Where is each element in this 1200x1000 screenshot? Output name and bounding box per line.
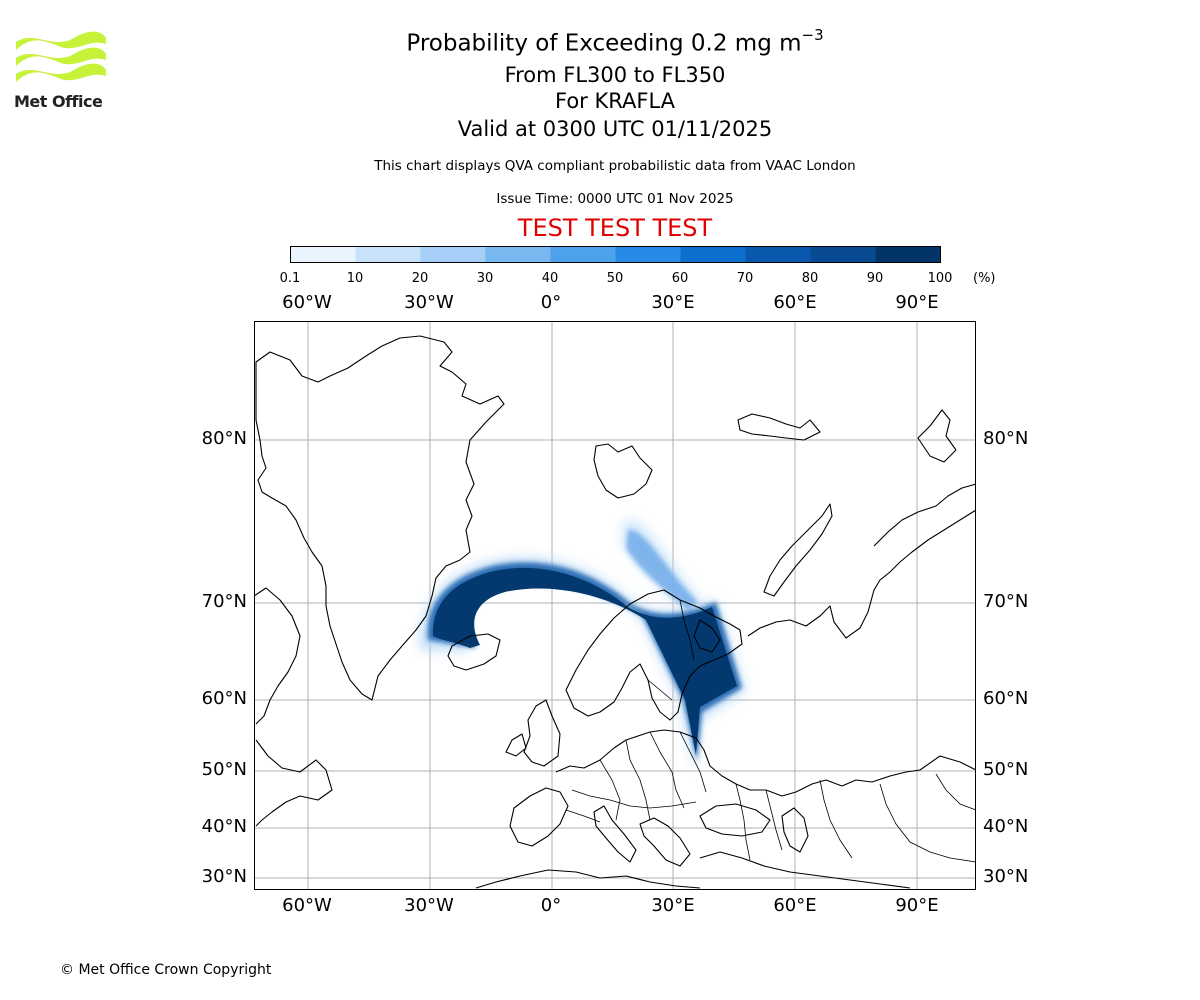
lon-label-bottom: 90°E [895,895,939,916]
lon-label-bottom: 30°W [404,895,454,916]
coast-balkans [639,817,691,867]
colorbar-segment [485,246,551,263]
map-frame [254,321,976,890]
lat-label-right: 50°N [983,759,1029,780]
issue-time: Issue Time: 0000 UTC 01 Nov 2025 [496,191,734,207]
coast-franz-josef [737,413,821,441]
lon-label-top: 90°E [895,292,939,313]
chart-title-text: Probability of Exceeding 0.2 mg m [406,30,802,57]
lat-label-right: 70°N [983,591,1029,612]
coast-novaya-zemlya [763,503,833,597]
colorbar-segment [745,246,811,263]
coast-severnaya [917,409,957,463]
logo-wave-2 [16,47,106,66]
coast-iberia [509,787,569,847]
lon-label-top: 60°E [773,292,817,313]
colorbar-tick-label: 50 [606,271,624,286]
colorbar-tick-label: 60 [671,271,689,286]
coast-white-sea [693,619,721,653]
colorbar-tick-label: 20 [411,271,429,286]
coast-svalbard [593,443,653,499]
coast-british-isles [505,699,561,767]
logo-wave-1 [16,31,106,50]
valid-time: Valid at 0300 UTC 01/11/2025 [457,117,773,141]
lon-label-bottom: 0° [540,895,562,916]
lat-label-left: 60°N [201,688,247,709]
lat-label-right: 30°N [983,866,1029,887]
coast-russia-arctic [747,509,976,639]
coast-taymyr [873,483,976,547]
ash-plume [419,519,745,770]
colorbar-segment [290,246,356,263]
coast-ellesmere [254,587,301,725]
coast-scandinavia [565,589,743,721]
lon-label-bottom: 60°E [773,895,817,916]
coast-europe [555,729,976,797]
colorbar-segment [420,246,486,263]
copyright-notice: © Met Office Crown Copyright [60,962,272,978]
lon-label-bottom: 60°W [282,895,332,916]
coastlines [254,335,976,889]
colorbar-tick-label: 90 [866,271,884,286]
chart-title: Probability of Exceeding 0.2 mg m−3 [0,26,1200,57]
coast-north-africa [475,869,701,889]
coast-greenland [255,335,505,701]
coast-labrador [255,739,333,827]
lat-label-right: 80°N [983,428,1029,449]
colorbar-segment [875,246,941,263]
lon-label-top: 30°E [651,292,695,313]
colorbar-tick-label: 70 [736,271,754,286]
lat-label-left: 40°N [201,816,247,837]
coast-mideast [699,851,911,889]
lat-label-left: 30°N [201,866,247,887]
chart-title-superscript: −3 [801,26,824,44]
coast-italy [593,805,637,863]
lat-label-right: 60°N [983,688,1029,709]
lon-label-bottom: 30°E [651,895,695,916]
coast-iceland [447,633,501,671]
lon-label-top: 0° [540,292,562,313]
colorbar-segment [810,246,876,263]
lat-label-left: 50°N [201,759,247,780]
chart-description: This chart displays QVA compliant probab… [374,158,856,174]
colorbar-segment [680,246,746,263]
logo-wordmark: Met Office [14,92,103,111]
colorbar-tick-label: 40 [541,271,559,286]
flight-level-range: From FL300 to FL350 [504,63,726,87]
logo-wave-3 [16,63,106,82]
colorbar-tick-label: 0.1 [279,271,301,286]
coast-caspian [781,807,809,853]
coast-black-sea [699,803,771,837]
volcano-name: For KRAFLA [555,89,675,113]
colorbar-segment [355,246,421,263]
met-office-logo [16,31,106,82]
colorbar-segments [290,246,941,263]
colorbar-segment [615,246,681,263]
plume-core [432,567,737,755]
colorbar [290,246,941,263]
colorbar-tick-label: 100 [927,271,953,286]
colorbar-tick-label: 10 [346,271,364,286]
lat-label-right: 40°N [983,816,1029,837]
lon-label-top: 60°W [282,292,332,313]
country-borders [565,599,976,863]
colorbar-tick-label: 30 [476,271,494,286]
colorbar-frame [290,246,941,263]
map-background [254,321,977,891]
lat-label-left: 80°N [201,428,247,449]
lon-label-top: 30°W [404,292,454,313]
colorbar-segment [550,246,616,263]
map-panel[interactable] [254,321,977,891]
colorbar-unit: (%) [973,271,996,286]
lat-label-left: 70°N [201,591,247,612]
colorbar-tick-label: 80 [801,271,819,286]
test-banner: TEST TEST TEST [517,214,713,242]
